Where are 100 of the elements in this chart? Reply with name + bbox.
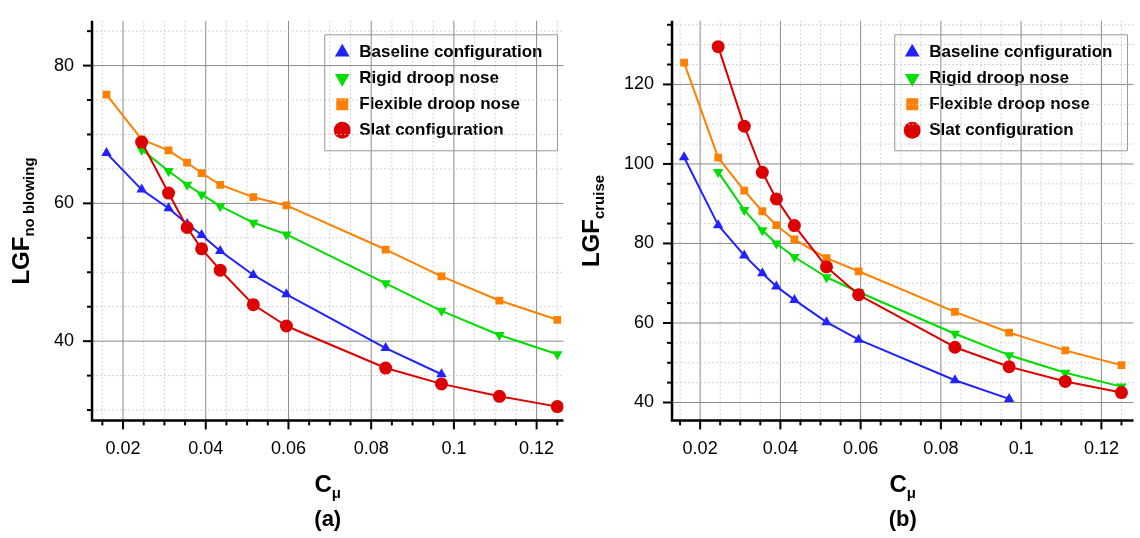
point — [758, 207, 767, 216]
point — [1002, 360, 1016, 374]
point — [492, 389, 506, 403]
x-tick-label: 0.1 — [441, 438, 467, 459]
point — [136, 183, 147, 193]
text: (a) — [314, 506, 342, 532]
point — [740, 186, 749, 195]
point — [436, 368, 447, 378]
x-tick-label: 0.04 — [188, 438, 224, 459]
point — [215, 203, 226, 213]
legend-label: Baseline configuration — [359, 41, 543, 61]
point — [550, 400, 564, 414]
point — [281, 288, 292, 298]
point — [1117, 361, 1126, 370]
x-axis-title: C$_{μ}$ — [889, 470, 917, 501]
legend-label: Baseline configuration — [929, 41, 1113, 61]
point — [197, 169, 206, 177]
point — [949, 330, 961, 340]
x-tick-label: 0.08 — [923, 438, 959, 459]
point — [757, 267, 768, 277]
point — [279, 319, 293, 333]
legend-label: Rigid droop nose — [359, 67, 500, 87]
point — [711, 40, 725, 54]
point — [772, 221, 781, 230]
point — [739, 207, 750, 217]
point — [216, 180, 225, 189]
y-tick-label: 60 — [53, 192, 75, 213]
point — [714, 153, 723, 162]
point — [712, 219, 724, 229]
point — [163, 167, 174, 177]
y-tick-label: 40 — [53, 330, 75, 351]
point — [281, 231, 292, 241]
x-tick-label: 0.04 — [762, 438, 798, 459]
point — [553, 315, 562, 324]
point — [755, 165, 769, 179]
point — [737, 119, 751, 133]
point — [853, 333, 864, 343]
point — [435, 377, 448, 391]
x-tick-label: 0.06 — [843, 438, 879, 459]
y-tick-label: 80 — [53, 54, 75, 75]
point — [787, 219, 801, 233]
point — [552, 351, 563, 361]
point — [494, 331, 505, 341]
point — [1058, 374, 1072, 388]
point — [771, 240, 782, 250]
x-tick-label: 0.02 — [682, 438, 718, 459]
legend-label: Flexible droop nose — [359, 93, 520, 113]
point — [163, 202, 174, 212]
point — [1114, 386, 1128, 400]
y-tick-label: 80 — [634, 232, 655, 253]
legend-label: Slat configuration — [359, 119, 504, 139]
point — [195, 242, 209, 256]
point — [196, 191, 207, 201]
point — [180, 220, 194, 234]
legend-label: Flexible droop nose — [929, 93, 1090, 113]
point — [381, 245, 390, 254]
point — [246, 298, 260, 312]
point — [162, 186, 176, 200]
point — [213, 263, 227, 277]
x-tick-label: 0.12 — [1083, 438, 1119, 459]
x-tick-label: 0.02 — [105, 438, 141, 459]
point — [820, 260, 834, 274]
point — [1005, 328, 1013, 337]
x-tick-label: 0.1 — [1008, 438, 1034, 459]
point — [215, 244, 226, 254]
point — [789, 253, 800, 263]
point — [680, 58, 688, 67]
point — [821, 316, 832, 326]
y-tick-label: 120 — [623, 73, 655, 94]
y-tick-label: 60 — [634, 311, 655, 332]
legend-label: Slat configuration — [929, 119, 1074, 139]
text: (b) — [888, 506, 917, 532]
point — [183, 158, 192, 167]
legend-label: Rigid droop nose — [929, 67, 1070, 87]
point — [852, 288, 866, 302]
point — [948, 340, 962, 354]
point — [249, 193, 258, 202]
y-tick-label: 40 — [634, 391, 655, 412]
point — [135, 135, 149, 149]
point — [164, 146, 173, 155]
point — [712, 168, 724, 178]
point — [769, 192, 783, 206]
point — [1003, 352, 1015, 362]
point — [821, 274, 832, 284]
point — [951, 307, 959, 316]
point — [248, 269, 259, 279]
point — [379, 361, 393, 375]
point — [380, 342, 391, 352]
point — [380, 280, 391, 290]
point — [678, 151, 690, 161]
x-axis-title: C$_{μ}$ — [314, 470, 342, 501]
point — [757, 227, 768, 237]
point — [1061, 346, 1070, 355]
point — [436, 307, 447, 317]
point — [248, 219, 259, 229]
point — [949, 374, 961, 384]
x-tick-label: 0.12 — [519, 438, 555, 459]
point — [196, 229, 207, 239]
point — [854, 267, 863, 276]
x-tick-label: 0.08 — [353, 438, 389, 459]
